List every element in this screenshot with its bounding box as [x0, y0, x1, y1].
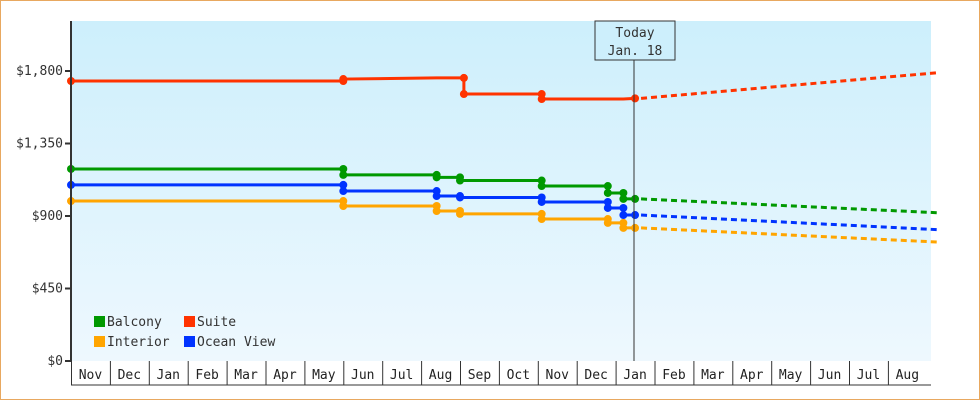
data-point[interactable] [537, 95, 546, 104]
data-point[interactable] [339, 164, 348, 173]
data-point[interactable] [537, 176, 546, 185]
y-tick-label: $1,800 [16, 64, 63, 79]
y-tick-label: $1,350 [16, 137, 63, 152]
legend-swatch [94, 316, 105, 327]
x-tick-label: Jan [157, 368, 180, 383]
data-point[interactable] [432, 192, 441, 201]
data-point[interactable] [459, 90, 468, 99]
legend-item-suite[interactable]: Suite [184, 315, 236, 330]
series-balcony [67, 164, 939, 215]
data-point[interactable] [631, 194, 640, 203]
legend-item-ocean-view[interactable]: Ocean View [184, 335, 275, 350]
x-tick-label: Oct [507, 368, 530, 383]
x-tick-label: Mar [234, 368, 258, 383]
data-point[interactable] [603, 182, 612, 191]
x-tick-label: Dec [118, 368, 141, 383]
series-interior [67, 197, 939, 244]
data-point[interactable] [619, 188, 628, 197]
data-point[interactable] [339, 202, 348, 211]
data-point[interactable] [631, 223, 640, 232]
x-tick-label: May [312, 368, 336, 383]
legend-item-interior[interactable]: Interior [94, 335, 170, 350]
data-point[interactable] [432, 207, 441, 216]
data-point[interactable] [603, 188, 612, 197]
x-axis-labels: Nov Dec Jan Feb Mar Apr May Jun Jul Aug Sep Oct Nov D… [71, 361, 931, 386]
legend-swatch [184, 336, 195, 347]
x-tick-label: Jul [857, 368, 880, 383]
data-point[interactable] [619, 203, 628, 212]
legend-label: Balcony [107, 315, 162, 330]
data-point[interactable] [339, 75, 348, 84]
data-point[interactable] [339, 170, 348, 179]
legend: Balcony Suite Interior Ocean View [94, 315, 275, 350]
data-point[interactable] [603, 203, 612, 212]
legend-label: Ocean View [197, 335, 275, 350]
data-point[interactable] [619, 223, 628, 232]
y-tick-label: $900 [32, 209, 63, 224]
data-point[interactable] [619, 211, 628, 220]
x-tick-label: Apr [273, 368, 297, 383]
today-label: Today [615, 26, 654, 41]
x-tick-label: Jul [390, 368, 413, 383]
today-date: Jan. 18 [608, 44, 663, 59]
plot-area [71, 21, 931, 361]
series-ocean-view [67, 180, 939, 232]
data-point[interactable] [537, 215, 546, 224]
data-point[interactable] [339, 187, 348, 196]
data-point[interactable] [459, 73, 468, 82]
legend-swatch [94, 336, 105, 347]
data-point[interactable] [603, 218, 612, 227]
data-point[interactable] [432, 173, 441, 182]
legend-label: Suite [197, 315, 236, 330]
x-tick-label: Sep [468, 368, 492, 383]
series-suite [67, 71, 939, 104]
x-tick-label: Jun [818, 368, 841, 383]
y-tick-label: $450 [32, 282, 63, 297]
y-tick-label: $0 [47, 354, 63, 369]
data-point[interactable] [456, 193, 464, 202]
x-tick-label: Aug [429, 368, 452, 383]
x-tick-label: Mar [701, 368, 725, 383]
data-point[interactable] [619, 194, 628, 203]
y-axis-ticks: $0 $450 $900 $1,350 $1,800 [16, 64, 71, 369]
x-tick-label: Nov [546, 368, 570, 383]
data-point[interactable] [631, 211, 640, 220]
data-point[interactable] [537, 182, 546, 191]
legend-label: Interior [107, 335, 170, 350]
x-tick-label: Feb [662, 368, 686, 383]
data-point[interactable] [537, 197, 546, 206]
today-marker: Today Jan. 18 [594, 20, 676, 361]
x-tick-label: Feb [195, 368, 219, 383]
data-point[interactable] [631, 94, 640, 103]
series-layer [67, 71, 939, 244]
x-tick-label: Apr [740, 368, 764, 383]
x-tick-label: May [779, 368, 803, 383]
data-point[interactable] [339, 180, 348, 189]
data-point[interactable] [603, 197, 612, 206]
legend-item-balcony[interactable]: Balcony [94, 315, 162, 330]
x-tick-label: Dec [584, 368, 607, 383]
x-tick-label: Jan [623, 368, 646, 383]
data-point[interactable] [456, 176, 464, 185]
x-tick-label: Aug [896, 368, 919, 383]
data-point[interactable] [456, 209, 464, 218]
x-tick-label: Jun [351, 368, 374, 383]
legend-swatch [184, 316, 195, 327]
x-tick-label: Nov [79, 368, 103, 383]
